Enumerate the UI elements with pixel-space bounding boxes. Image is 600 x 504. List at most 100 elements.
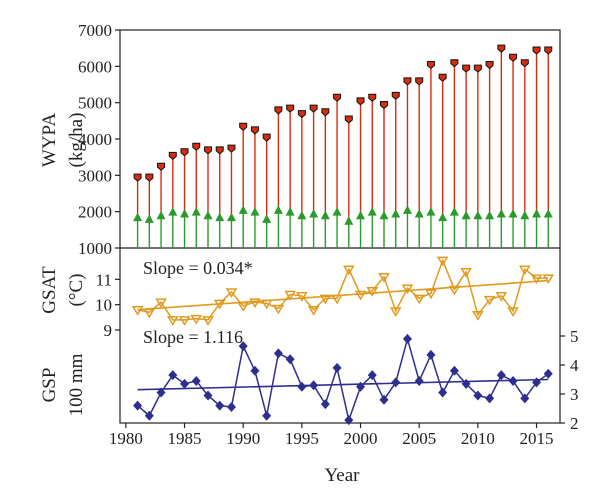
gsat-point <box>366 286 379 297</box>
wypa-upper-marker <box>344 115 353 124</box>
gsat-ylabel-line1: GSAT <box>39 266 60 314</box>
wypa-lower-marker <box>168 207 178 216</box>
wypa-upper-marker <box>309 104 318 113</box>
wypa-upper-marker <box>509 53 518 62</box>
wypa-upper-marker <box>520 59 529 68</box>
gsat-point <box>213 299 226 310</box>
gsat-point <box>307 305 320 316</box>
wypa-upper-marker <box>462 64 471 73</box>
wypa-lower-marker <box>379 210 389 220</box>
gsp-point <box>532 377 542 388</box>
gsat-trend-line <box>137 279 549 311</box>
gsp-point <box>180 378 190 389</box>
x-tick-label: 2015 <box>520 429 554 448</box>
wypa-upper-marker <box>204 146 212 155</box>
gsp-slope-annotation: Slope = 1.116 <box>143 327 243 347</box>
wypa-lower-marker <box>273 205 283 214</box>
wypa-upper-marker <box>274 106 283 115</box>
gsp-ytick-label: 4 <box>570 356 579 375</box>
wypa-upper-marker <box>286 104 295 113</box>
gsat-point <box>460 267 472 278</box>
gsat-point <box>249 298 261 309</box>
wypa-lower-marker <box>496 208 506 218</box>
gsat-point <box>237 302 250 312</box>
gsp-point <box>391 377 401 388</box>
gsat-ytick-label: 9 <box>104 321 113 340</box>
gsp-point <box>215 400 225 411</box>
wypa-lower-marker <box>344 216 354 225</box>
wypa-lower-marker <box>156 210 166 220</box>
gsp-point <box>473 390 483 401</box>
gsp-point <box>144 410 154 421</box>
x-tick-label: 1980 <box>109 429 143 448</box>
gsp-series <box>133 333 553 426</box>
wypa-upper-marker <box>532 46 541 55</box>
wypa-upper-marker <box>356 97 365 106</box>
wypa-upper-marker <box>227 144 236 153</box>
wypa-lower-marker <box>356 210 366 220</box>
wypa-lower-marker <box>320 210 330 220</box>
gsp-point <box>438 387 448 398</box>
wypa-upper-marker <box>391 91 400 101</box>
wypa-upper-marker <box>250 126 259 135</box>
wypa-ylabel-line1: WYPA <box>39 113 60 167</box>
x-tick-label: 2010 <box>461 429 495 448</box>
gsat-point <box>225 288 238 298</box>
gsat-point <box>530 274 543 285</box>
gsp-point <box>332 362 342 373</box>
gsat-point <box>436 256 449 267</box>
wypa-lower-marker <box>461 210 471 220</box>
wypa-upper-marker <box>262 133 271 142</box>
wypa-upper-marker <box>180 148 189 157</box>
wypa-lower-marker <box>180 208 190 218</box>
wypa-upper-marker <box>485 61 494 70</box>
gsat-point <box>143 308 156 319</box>
wypa-upper-marker <box>438 73 447 82</box>
gsp-point <box>520 393 530 404</box>
wypa-lower-marker <box>438 212 448 222</box>
gsp-point <box>156 387 166 398</box>
x-tick-label: 2000 <box>344 429 378 448</box>
gsat-slope-annotation: Slope = 0.034* <box>143 258 253 278</box>
wypa-upper-marker <box>133 173 142 182</box>
gsat-point <box>202 316 214 326</box>
x-tick-label: 2005 <box>402 429 436 448</box>
gsat-point <box>413 294 426 305</box>
wypa-ytick-label: 7000 <box>78 21 112 40</box>
wypa-upper-marker <box>239 122 248 131</box>
gsat-point <box>284 290 296 301</box>
gsp-point <box>485 393 495 404</box>
wypa-lower-marker <box>297 210 307 220</box>
wypa-upper-marker <box>297 110 306 119</box>
wypa-lower-marker <box>414 208 424 218</box>
gsp-point <box>496 370 506 381</box>
gsp-point <box>297 381 307 392</box>
gsp-point <box>508 375 518 386</box>
wypa-ytick-label: 2000 <box>78 203 112 222</box>
gsat-point <box>472 311 484 321</box>
gsat-point <box>260 299 273 310</box>
gsp-ytick-label: 5 <box>570 327 579 346</box>
x-tick-label: 1985 <box>168 429 202 448</box>
gsat-point <box>495 292 508 302</box>
gsp-ytick-label: 3 <box>570 385 579 404</box>
gsat-point <box>401 284 414 295</box>
gsat-point <box>378 273 390 283</box>
wypa-lower-marker <box>508 208 518 218</box>
wypa-upper-marker <box>415 77 424 86</box>
wypa-lower-marker <box>203 210 213 220</box>
axes: 1000 2000 3000 4000 5000 6000 7000 9 10 11 2 3 4 5 198… <box>78 21 579 448</box>
wypa-ylabel-line2: (kg/ha) <box>66 113 87 168</box>
gsat-ytick-label: 11 <box>96 270 112 289</box>
gsp-point <box>379 394 389 405</box>
wypa-ytick-label: 1000 <box>78 239 112 258</box>
gsat-point <box>507 307 519 317</box>
gsp-point <box>414 375 424 386</box>
wypa-lower-marker <box>215 212 225 222</box>
wypa-upper-marker <box>321 108 330 117</box>
gsat-point <box>319 294 332 305</box>
gsp-trend-line <box>137 378 549 391</box>
wypa-lower-marker <box>250 207 260 216</box>
wypa-lower-marker <box>532 208 542 218</box>
gsp-point <box>133 400 143 411</box>
